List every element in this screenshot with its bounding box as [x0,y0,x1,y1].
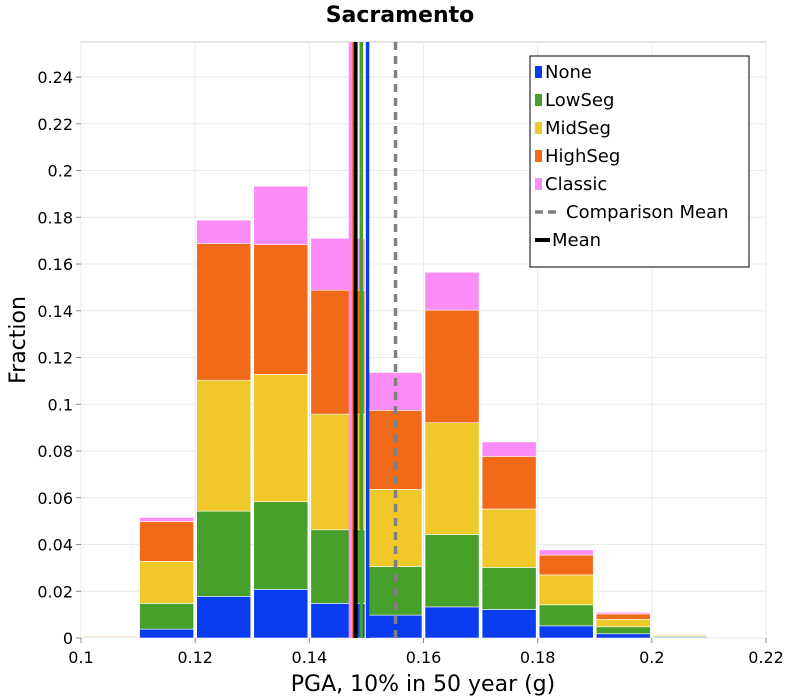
legend-label: Classic [545,174,607,195]
y-tick-label: 0.02 [37,582,73,601]
legend-label: None [545,62,592,83]
bar-segment-midseg [538,574,594,606]
x-tick-label: 0.22 [748,648,784,667]
bar-segment-midseg [481,508,537,568]
bar-segment-lowseg [253,501,309,590]
bar-segment-midseg [424,422,480,535]
bar-segment-highseg [196,243,252,381]
bar-segment-highseg [538,554,594,576]
bar-segment-highseg [481,456,537,510]
bar-segment-none [196,596,252,639]
bar-segment-midseg [367,489,423,567]
y-tick-label: 0.04 [37,536,73,555]
legend-label: MidSeg [545,118,611,139]
bar-segment-classic [253,185,309,245]
bar-segment-classic [196,219,252,244]
bar-segment-classic [424,271,480,311]
legend-label: Mean [552,230,601,251]
y-tick-label: 0.22 [37,115,73,134]
mean-lines [348,42,398,638]
bar-segment-highseg [424,309,480,424]
bar-segment-lowseg [424,534,480,608]
bar-segment-midseg [595,619,651,628]
x-axis-label: PGA, 10% in 50 year (g) [291,672,555,697]
axes: 0 0.02 0.04 0.06 0.08 0.1 0.12 0.14 0.16 0.18 0.2 0… [37,68,783,667]
x-tick-label: 0.12 [177,648,213,667]
bar-segment-classic [538,549,594,556]
legend-swatch [535,66,542,78]
bar-segment-none [253,589,309,639]
y-tick-label: 0.2 [48,162,73,181]
x-tick-label: 0.18 [520,648,556,667]
bar-segment-lowseg [139,603,194,630]
bar-segment-classic [595,611,651,615]
bar-segment-midseg [139,561,194,604]
legend-label: HighSeg [545,146,620,167]
bar-segment-none [139,628,194,639]
y-tick-label: 0.08 [37,442,73,461]
y-tick-label: 0.14 [37,302,73,321]
x-tick-label: 0.14 [292,648,328,667]
bar-segment-lowseg [481,567,537,610]
bar-segment-midseg [196,379,252,512]
y-tick-label: 0.06 [37,489,73,508]
chart-title: Sacramento [326,3,475,28]
y-tick-label: 0.1 [48,395,73,414]
y-tick-label: 0 [63,629,73,648]
bar-segment-classic [481,441,537,457]
bar-segment-lowseg [595,626,651,635]
bars [82,185,708,639]
y-tick-label: 0.18 [37,208,73,227]
bar-segment-highseg [595,613,651,620]
y-axis-label: Fraction [6,296,31,384]
bar-segment-none [424,606,480,639]
legend: None LowSeg MidSeg HighSeg Classic Comparison… [529,55,750,268]
x-tick-label: 0.2 [639,648,664,667]
bar-segment-lowseg [196,510,252,597]
legend-label: LowSeg [545,90,614,111]
bar-segment-midseg [253,374,309,503]
bar-segment-classic [139,517,194,522]
bar-segment-highseg [253,244,309,375]
legend-label: Comparison Mean [566,202,729,223]
bar-segment-none [595,633,651,639]
legend-swatch [535,94,542,106]
y-tick-label: 0.12 [37,349,73,368]
bar-segment-none [481,609,537,639]
bar-segment-lowseg [538,604,594,627]
x-tick-label: 0.16 [406,648,442,667]
bar-segment-none [538,625,594,639]
x-tick-label: 0.1 [68,648,93,667]
bar-segment-highseg [139,521,194,562]
legend-swatch [535,150,542,162]
y-tick-label: 0.24 [37,68,73,87]
legend-swatch [535,122,542,134]
legend-box [529,55,750,268]
legend-swatch [535,178,542,190]
y-tick-label: 0.16 [37,255,73,274]
